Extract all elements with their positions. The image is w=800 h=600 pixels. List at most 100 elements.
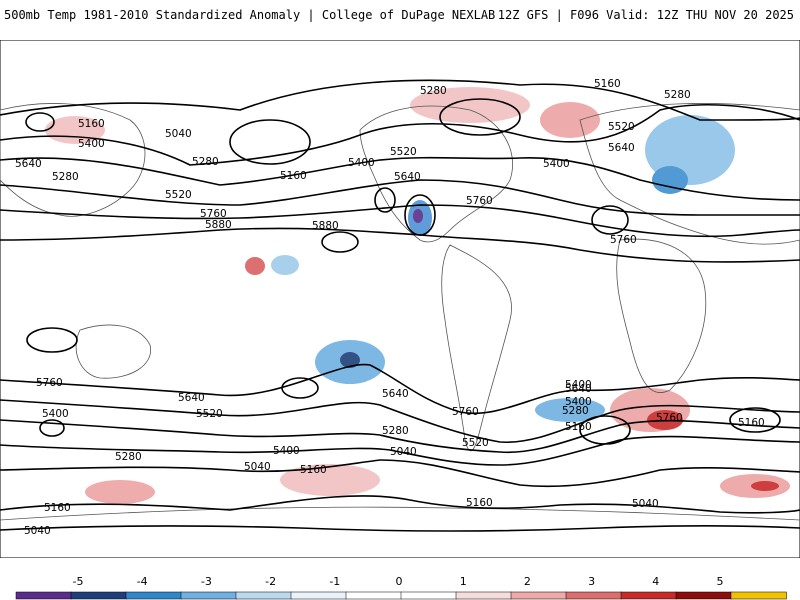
contour-line [0,435,800,466]
contour-line [0,524,800,532]
contour-label: 5760 [36,377,63,389]
colorbar-tick-label: 0 [396,575,403,588]
contour-label: 5400 [565,396,592,408]
closed-contour [26,327,78,353]
contour-label: 5400 [42,408,69,420]
contour-label: 5280 [115,451,142,463]
warm-anomaly-southern-ocean-west [85,480,155,504]
contour-labels: 5160 5040 5280 5400 5640 5280 5160 5520 … [15,78,765,537]
continent-outlines [0,103,800,521]
height-contours [0,79,800,532]
contour-label: 5040 [165,128,192,140]
contour-label: 5160 [738,417,765,429]
contour-label: 5520 [608,121,635,133]
contour-label: 5520 [390,146,417,158]
contour-label: 5640 [15,158,42,170]
contour-label: 5760 [452,406,479,418]
contour-label: 5760 [200,208,227,220]
closed-contour [579,415,631,445]
contour-label: 5160 [466,497,493,509]
contour-label: 5040 [244,461,271,473]
map-title: 500mb Temp 1981-2010 Standardized Anomal… [4,8,496,22]
contour-line [0,363,800,415]
colorbar-swatch [510,591,567,600]
contour-label: 5280 [664,89,691,101]
contour-label: 5880 [312,220,339,232]
colorbar-swatch [70,591,127,600]
warm-anomaly-southern-ocean-mid [280,464,380,496]
contour-line [0,204,800,238]
closed-contour [321,231,359,253]
colorbar-tick-labels: -5 -4 -3 -2 -1 0 1 2 3 4 5 [73,575,724,588]
contour-label: 5280 [562,405,589,417]
cold-anomaly-south-america [535,398,605,422]
contour-line [0,79,800,121]
colorbar-swatches [15,591,787,600]
contour-label: 5040 [24,525,51,537]
contour-label: 5040 [632,498,659,510]
contour-label: 5640 [178,392,205,404]
contour-label: 5400 [273,445,300,457]
closed-contour [404,194,436,236]
warm-anomaly-southern-ocean-east-core [751,481,779,491]
contour-label: 5040 [390,446,417,458]
contour-line [0,459,800,488]
contour-label: 5280 [420,85,447,97]
colorbar-tick-label: 1 [460,575,467,588]
colorbar-swatch [125,591,182,600]
africa-outline [616,238,707,393]
contour-line [0,399,800,443]
contour-label: 5160 [280,170,307,182]
colorbar-swatch [235,591,292,600]
contour-line [0,156,800,201]
colorbar-tick-label: -2 [265,575,276,588]
warm-anomaly-pacific [245,257,265,275]
cold-anomaly-pacific [271,255,299,275]
colorbar-tick-label: -1 [329,575,340,588]
south-america-outline [441,244,512,452]
closed-contour [25,112,55,132]
cold-anomaly-mexico-core [413,209,423,223]
contour-line [0,179,800,216]
colorbar-swatch [180,591,237,600]
contour-label: 5760 [656,412,683,424]
colorbar-tick-label: -3 [201,575,212,588]
contour-label: 5400 [78,138,105,150]
contour-label: 5520 [196,408,223,420]
model-run-info: 12Z GFS | F096 Valid: 12Z THU NOV 20 202… [497,8,794,22]
colorbar-tick-label: 5 [717,575,724,588]
contour-label: 5760 [466,195,493,207]
contour-label: 5160 [594,78,621,90]
contour-label: 5640 [608,142,635,154]
colorbar-swatch [290,591,347,600]
cold-anomaly-scandinavia-core [652,166,688,194]
contour-label: 5760 [610,234,637,246]
colorbar-swatch [400,591,457,600]
contour-label: 5160 [78,118,105,130]
closed-contour [439,98,521,136]
warm-anomaly-europe [540,102,600,138]
eurasia-outline [579,103,800,245]
anomaly-colorbar: -5 -4 -3 -2 -1 0 1 2 3 4 5 [15,575,787,600]
closed-contour [591,205,629,235]
australia-outline [75,324,151,379]
contour-label: 5280 [52,171,79,183]
contour-line [0,419,800,454]
closed-contour [729,407,781,433]
colorbar-swatch [345,591,402,600]
closed-contour [229,119,311,165]
anomaly-map: 5160 5040 5280 5400 5640 5280 5160 5520 … [0,40,800,558]
colorbar-tick-label: 3 [588,575,595,588]
contour-label: 5280 [192,156,219,168]
contour-label: 5520 [165,189,192,201]
colorbar-swatch [15,591,72,600]
contour-label: 5640 [565,383,592,395]
antarctica-outline [0,506,800,521]
contour-label: 5640 [394,171,421,183]
colorbar-swatch [565,591,622,600]
contour-label: 5160 [565,421,592,433]
contour-line [0,104,800,166]
contour-line [0,495,800,514]
contour-label: 5160 [300,464,327,476]
contour-label: 5280 [382,425,409,437]
